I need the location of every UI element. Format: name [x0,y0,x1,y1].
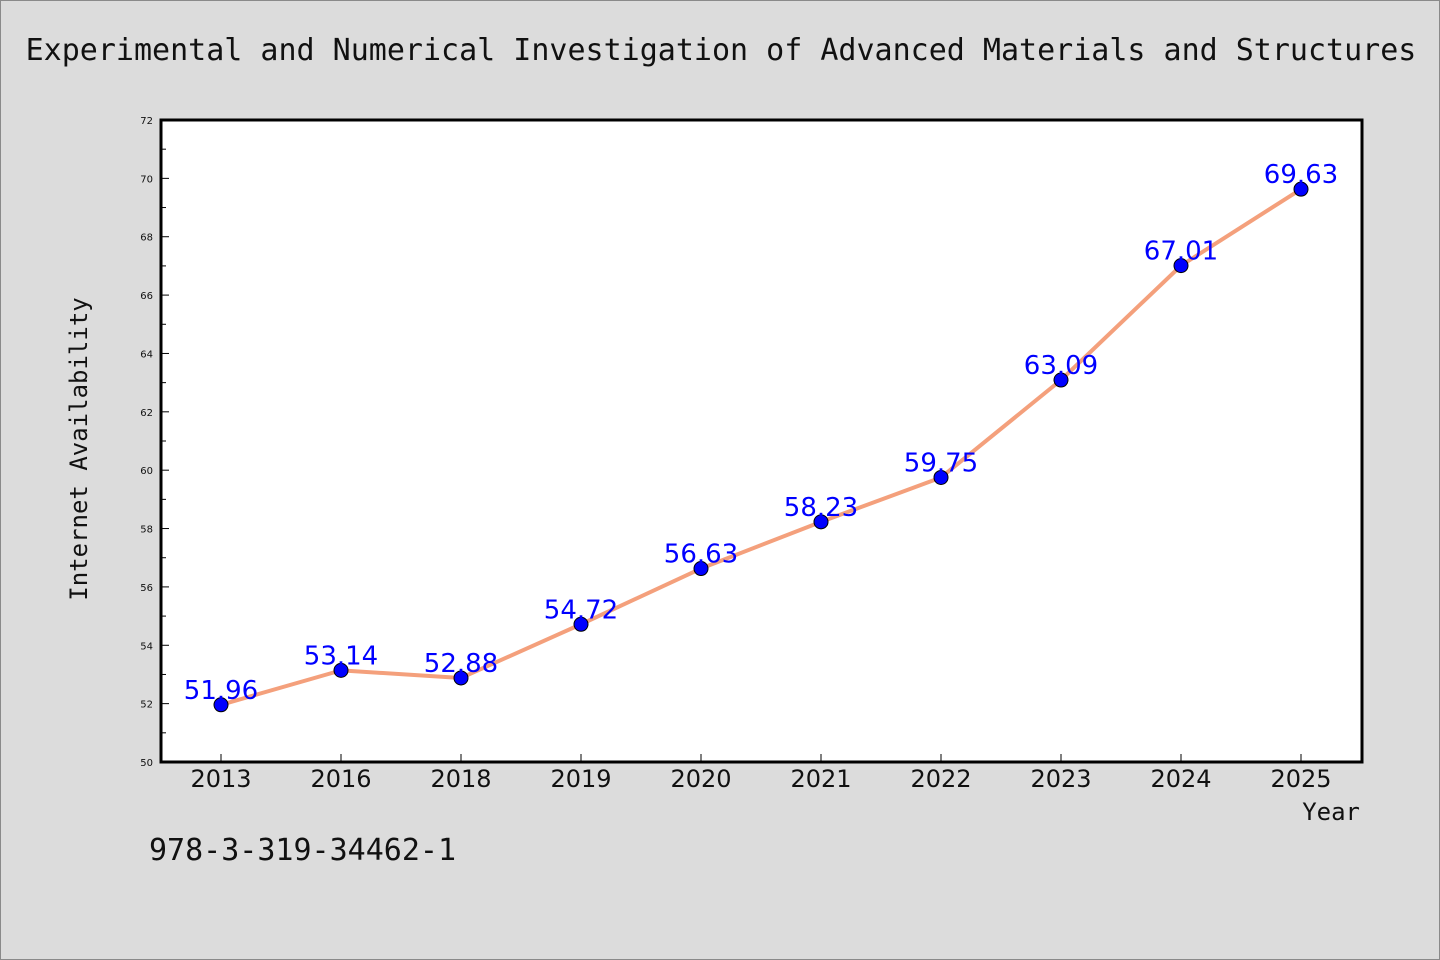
y-tick-label: 70 [140,174,153,185]
x-tick-label: 2019 [550,765,611,793]
x-tick-label: 2020 [670,765,731,793]
data-point [1053,372,1069,388]
x-tick-label: 2018 [430,765,491,793]
data-point [213,697,229,713]
data-point [333,662,349,678]
data-label: 59.75 [904,448,978,478]
data-point [813,514,829,530]
x-axis: 2013 2016 2018 2019 2020 2021 2022 2023 2024 2025 [190,754,1332,793]
data-point [693,561,709,577]
plot-area [159,118,1364,764]
data-label: 53.14 [304,641,378,671]
x-axis-label: Year [1302,798,1360,826]
x-tick-label: 2021 [790,765,851,793]
y-tick-label: 72 [140,116,153,127]
data-label: 69.63 [1264,160,1338,190]
data-point [933,469,949,485]
y-tick-label: 62 [140,408,153,419]
data-label: 67.01 [1144,237,1218,267]
data-label: 63.09 [1024,351,1098,381]
y-axis-label: Internet Availability [65,297,93,600]
y-tick-label: 58 [140,525,153,536]
x-tick-label: 2013 [190,765,251,793]
y-tick-label: 56 [140,583,153,594]
x-tick-label: 2024 [1150,765,1211,793]
data-label: 51.96 [184,676,258,706]
data-point [1173,258,1189,274]
y-tick-label: 52 [140,700,153,711]
series-line [219,187,1303,707]
data-point [1293,181,1309,197]
y-tick-label: 68 [140,233,153,244]
y-axis: 50 52 54 56 58 60 62 64 66 68 70 72 [140,116,169,769]
x-tick-label: 2023 [1030,765,1091,793]
x-tick-label: 2022 [910,765,971,793]
y-tick-label: 50 [140,758,153,769]
data-label: 58.23 [784,493,858,523]
x-tick-label: 2016 [310,765,371,793]
y-tick-label: 66 [140,291,153,302]
data-point [453,670,469,686]
data-label: 54.72 [544,595,618,625]
chart-title: Experimental and Numerical Investigation… [25,33,1417,68]
x-tick-label: 2025 [1270,765,1331,793]
series-layer: 51.96 53.14 52.88 54.72 56.63 58.23 59.75 63.09… [184,160,1338,713]
data-label: 52.88 [424,649,498,679]
isbn-footnote: 978-3-319-34462-1 [149,833,457,868]
y-tick-label: 64 [140,349,153,360]
y-tick-label: 54 [140,641,153,652]
data-label: 56.63 [664,540,738,570]
data-point [573,616,589,632]
y-tick-label: 60 [140,466,153,477]
